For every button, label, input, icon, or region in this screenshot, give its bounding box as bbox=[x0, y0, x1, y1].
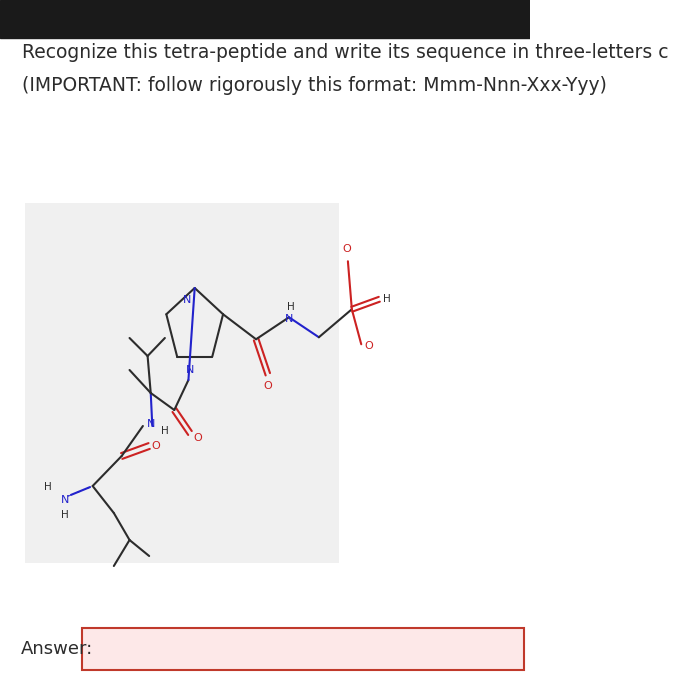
Text: N: N bbox=[285, 314, 293, 325]
Text: N: N bbox=[186, 365, 194, 375]
Text: N: N bbox=[183, 295, 191, 305]
Text: O: O bbox=[364, 341, 373, 351]
Text: N: N bbox=[146, 419, 155, 429]
Text: O: O bbox=[194, 433, 202, 443]
Bar bbox=[0, 0, 530, 38]
Text: H: H bbox=[44, 482, 52, 492]
Text: H: H bbox=[61, 510, 69, 520]
FancyBboxPatch shape bbox=[82, 628, 524, 670]
Text: O: O bbox=[263, 381, 272, 392]
Bar bbox=[25, 203, 339, 563]
Text: O: O bbox=[152, 441, 161, 451]
Text: O: O bbox=[342, 244, 351, 254]
Text: H: H bbox=[287, 302, 294, 312]
Text: Recognize this tetra-peptide and write its sequence in three-letters c: Recognize this tetra-peptide and write i… bbox=[22, 43, 668, 62]
Text: N: N bbox=[61, 495, 70, 505]
Text: H: H bbox=[383, 295, 391, 304]
Text: H: H bbox=[161, 426, 169, 436]
Text: (IMPORTANT: follow rigorously this format: Mmm-Nnn-Xxx-Yyy): (IMPORTANT: follow rigorously this forma… bbox=[22, 76, 607, 95]
Text: Answer:: Answer: bbox=[20, 640, 92, 658]
